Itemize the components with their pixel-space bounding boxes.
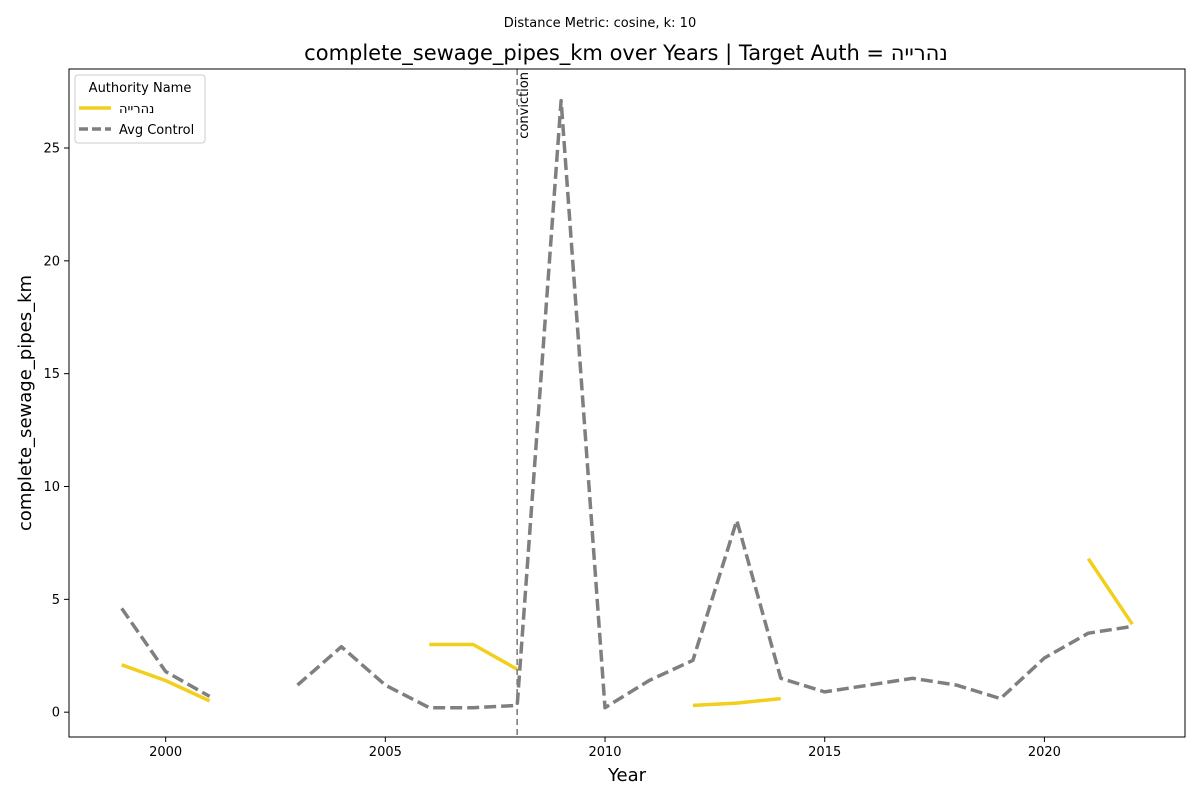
series-group-1	[120, 98, 1133, 710]
x-tick-label: 2020	[1028, 745, 1061, 760]
x-tick-label: 2005	[369, 745, 402, 760]
chart-title: complete_sewage_pipes_km over Years | Ta…	[304, 41, 948, 66]
plot-area	[69, 69, 1185, 737]
figure-suptitle: Distance Metric: cosine, k: 10	[504, 16, 696, 31]
legend-label-avg-control: Avg Control	[119, 123, 194, 138]
x-tick-label: 2000	[149, 745, 182, 760]
y-tick-label: 5	[52, 593, 60, 608]
series-line	[1086, 557, 1134, 626]
y-tick-label: 15	[43, 367, 60, 382]
y-tick-label: 25	[43, 141, 60, 156]
x-tick-label: 2015	[808, 745, 841, 760]
legend-title: Authority Name	[89, 81, 192, 96]
y-tick-label: 0	[52, 706, 60, 721]
x-tick-label: 2010	[588, 745, 621, 760]
y-axis-ticks: 0 5 10 15 20 25	[43, 141, 69, 721]
legend-label-target: נהרייה	[119, 102, 154, 117]
series-line	[121, 663, 211, 703]
x-axis-label: Year	[607, 765, 647, 786]
series-line	[429, 642, 519, 671]
series-line	[120, 607, 211, 698]
y-axis-label: complete_sewage_pipes_km	[15, 275, 36, 531]
y-tick-label: 20	[43, 254, 60, 269]
legend-box	[74, 74, 206, 144]
conviction-label: conviction	[517, 72, 532, 139]
legend: Authority Name נהרייה Avg Control	[74, 74, 206, 144]
series-line	[692, 696, 781, 708]
plot-frame	[68, 68, 1186, 738]
x-axis-ticks: 2000 2005 2010 2015 2020	[149, 737, 1061, 760]
y-tick-label: 10	[43, 480, 60, 495]
series-group-0	[121, 557, 1134, 708]
annotation-layer: conviction	[516, 69, 532, 737]
series-layer	[120, 98, 1134, 710]
series-line	[296, 98, 1133, 710]
